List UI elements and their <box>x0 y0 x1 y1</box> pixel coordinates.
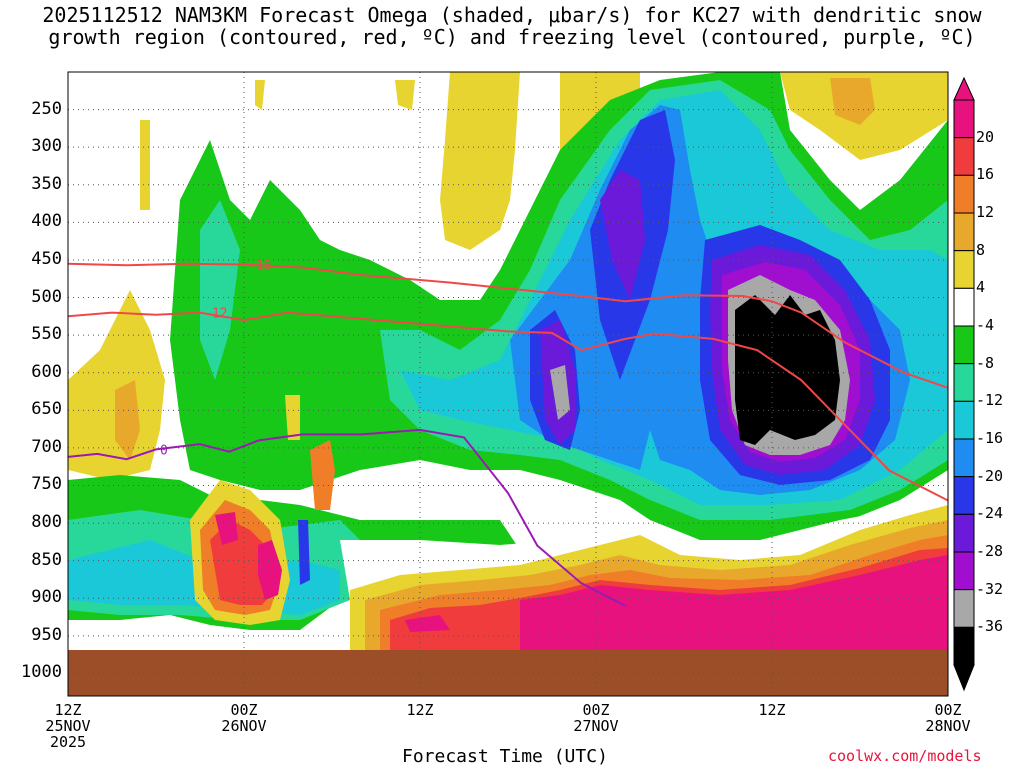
colorbar-arrow-top <box>953 76 975 101</box>
y-tick-label: 300 <box>31 136 62 157</box>
colorbar-swatch <box>953 551 975 591</box>
y-tick-label: 400 <box>31 211 62 232</box>
x-tick-date: 27NOV <box>573 717 619 735</box>
y-tick-label: 950 <box>31 624 62 645</box>
colorbar-label: 12 <box>976 203 995 221</box>
colorbar <box>953 76 975 692</box>
shade-patch <box>258 540 282 600</box>
contour-dgz_-12 <box>68 311 948 502</box>
colorbar-swatch <box>953 137 975 176</box>
y-tick-label: 550 <box>31 324 62 345</box>
colorbar-swatch <box>953 174 975 214</box>
shade-patch <box>140 120 150 210</box>
colorbar-arrow-bottom <box>953 664 975 692</box>
x-tick-label: 12Z <box>758 701 786 719</box>
colorbar-swatch <box>953 476 975 515</box>
colorbar-swatch <box>953 589 975 628</box>
colorbar-label: -28 <box>976 542 1004 560</box>
colorbar-swatch <box>953 212 975 252</box>
x-tick-label: 00Z <box>230 701 258 719</box>
shading-layer <box>68 72 948 696</box>
y-tick-label: 700 <box>31 436 62 457</box>
shade-patch <box>310 440 335 510</box>
colorbar-label: -8 <box>976 353 995 372</box>
colorbar-label: -32 <box>976 579 1004 598</box>
contour-label: 0 <box>160 443 168 458</box>
y-tick-label: 450 <box>31 248 62 269</box>
x-tick-label: 00Z <box>934 701 962 719</box>
shade-patch <box>520 555 948 650</box>
colorbar-swatch <box>953 325 975 365</box>
x-tick-label: 00Z <box>582 701 610 719</box>
colorbar-label: -24 <box>976 504 1004 523</box>
x-tick-label: 12Z <box>54 701 82 719</box>
y-tick-label: 250 <box>31 98 62 119</box>
colorbar-swatch <box>953 438 975 478</box>
shade-patch <box>298 520 310 585</box>
x-tick-date: 25NOV <box>45 717 91 735</box>
colorbar-swatch <box>953 363 975 402</box>
colorbar-label: 20 <box>976 127 995 146</box>
colorbar-label: -12 <box>976 391 1004 410</box>
contour-freezing_0 <box>68 428 626 607</box>
shade-patch <box>115 380 140 460</box>
credit-text[interactable]: coolwx.com/models <box>828 747 982 765</box>
shade-patch <box>440 72 520 250</box>
colorbar-label: -36 <box>976 617 1004 636</box>
colorbar-swatch <box>953 626 975 666</box>
shade-patch <box>395 80 415 110</box>
shade-patch <box>405 615 450 632</box>
x-axis-title: Forecast Time (UTC) <box>402 746 608 767</box>
title-line-1: 2025112512 NAM3KM Forecast Omega (shaded… <box>42 3 982 27</box>
y-tick-label: 350 <box>31 173 62 194</box>
x-tick-date: 28NOV <box>925 717 971 735</box>
contour-label: -18 <box>248 258 271 273</box>
colorbar-label: 4 <box>976 278 986 297</box>
colorbar-label: 8 <box>976 240 986 259</box>
colorbar-label: 16 <box>976 165 995 184</box>
y-tick-label: 750 <box>31 474 62 495</box>
title-line-2: growth region (contoured, red, ºC) and f… <box>48 25 976 49</box>
shade-patch <box>255 80 265 110</box>
colorbar-swatch <box>953 250 975 289</box>
colorbar-swatch <box>953 513 975 553</box>
shade-patch <box>215 512 238 545</box>
shade-patch <box>68 290 165 480</box>
colorbar-swatch <box>953 287 975 327</box>
colorbar-swatch <box>953 99 975 139</box>
plot-frame <box>67 71 949 697</box>
y-tick-label: 800 <box>31 512 62 533</box>
contour-dgz_-18 <box>68 262 948 389</box>
grid-layer <box>67 72 949 696</box>
y-tick-label: 850 <box>31 549 62 570</box>
shade-patch <box>600 170 645 300</box>
shade-patch <box>200 200 240 380</box>
colorbar-swatch <box>953 400 975 440</box>
shade-patch <box>830 78 875 125</box>
x-tick-label: 12Z <box>406 701 434 719</box>
x-tick-year: 2025 <box>49 733 87 751</box>
colorbar-label: -4 <box>976 316 995 334</box>
y-tick-label: 650 <box>31 399 62 420</box>
y-tick-label: 900 <box>31 587 62 608</box>
y-tick-label: 1000 <box>21 662 62 683</box>
contour-label: -12 <box>204 307 227 322</box>
y-tick-label: 500 <box>31 286 62 307</box>
x-tick-date: 26NOV <box>221 717 267 735</box>
colorbar-label: -20 <box>976 466 1004 485</box>
shade-patch <box>550 365 570 420</box>
shade-patch <box>285 395 300 440</box>
y-tick-label: 600 <box>31 361 62 382</box>
colorbar-label: -16 <box>976 429 1004 447</box>
contour-layer: -18 -12 0 <box>68 258 948 607</box>
